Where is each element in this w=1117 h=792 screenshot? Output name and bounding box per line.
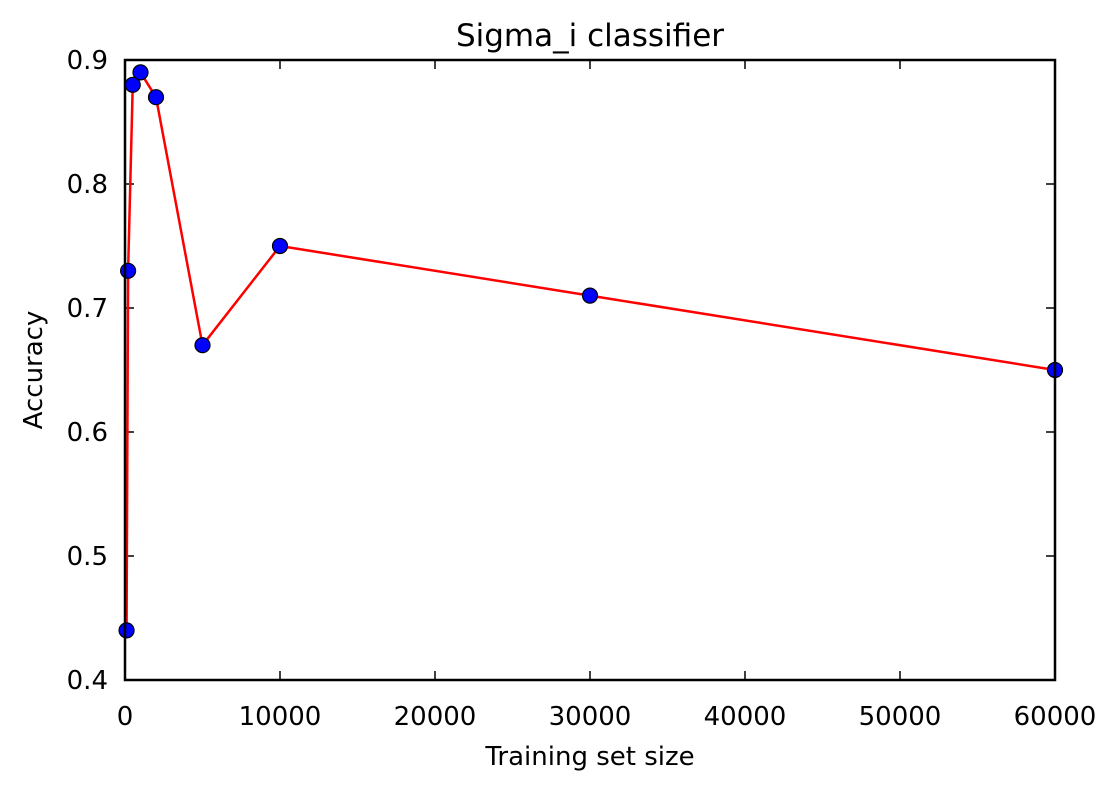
data-point [271, 237, 289, 255]
y-tick-label: 0.5 [67, 542, 108, 572]
x-axis-label: Training set size [484, 742, 694, 772]
y-tick-label: 0.6 [67, 418, 108, 448]
data-point [120, 262, 137, 279]
x-tick-label: 30000 [549, 702, 632, 732]
plot-frame [123, 58, 1057, 682]
data-point [118, 622, 135, 639]
y-tick-label: 0.7 [67, 294, 108, 324]
ticks-layer: 0 10000 20000 30000 40000 50000 60000 0.4 0.5 0.6… [67, 46, 1097, 732]
y-tick-label: 0.4 [67, 666, 108, 696]
x-tick-label: 20000 [394, 702, 477, 732]
data-point [581, 287, 599, 304]
y-tick-label: 0.9 [67, 46, 108, 76]
x-tick-label: 50000 [859, 702, 942, 732]
y-axis-label: Accuracy [19, 311, 49, 430]
y-tick-label: 0.8 [67, 170, 108, 200]
data-point [132, 64, 149, 81]
data-point [194, 337, 211, 354]
chart-title: Sigma_i classifier [456, 18, 724, 54]
data-point [147, 89, 165, 106]
x-tick-label: 60000 [1014, 702, 1097, 732]
x-tick-label: 0 [117, 702, 134, 732]
x-tick-label: 10000 [239, 702, 322, 732]
plot-area [125, 60, 1055, 680]
x-tick-label: 40000 [704, 702, 787, 732]
